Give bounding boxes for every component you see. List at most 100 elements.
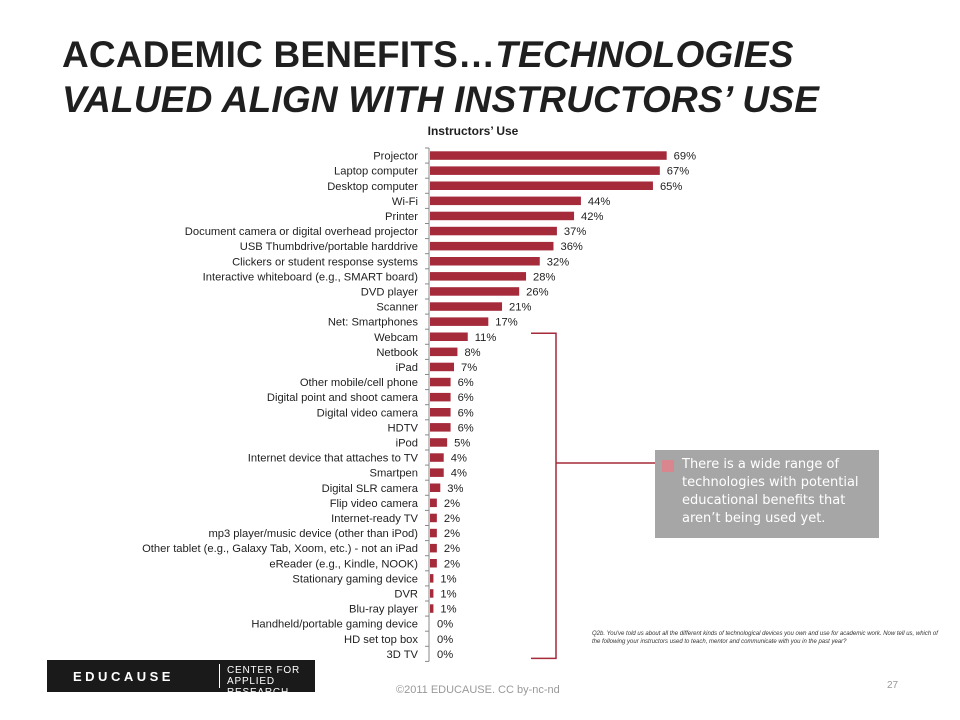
- category-label: 3D TV: [386, 649, 418, 661]
- category-label: Wi-Fi: [392, 196, 418, 208]
- value-label: 21%: [509, 302, 531, 314]
- bar: [430, 453, 444, 462]
- value-label: 2%: [444, 528, 460, 540]
- bar: [430, 196, 581, 206]
- value-label: 2%: [444, 498, 460, 510]
- bar: [430, 257, 540, 266]
- category-label: mp3 player/music device (other than iPod…: [208, 528, 418, 540]
- value-label: 69%: [674, 151, 696, 163]
- category-label: iPod: [396, 437, 418, 449]
- value-label: 8%: [464, 347, 480, 359]
- value-label: 0%: [437, 649, 453, 661]
- bar: [430, 287, 520, 296]
- bar: [430, 513, 437, 523]
- value-label: 26%: [526, 286, 548, 298]
- chart-title: Instructors’ Use: [428, 124, 519, 138]
- value-label: 4%: [451, 468, 467, 480]
- category-label: Net: Smartphones: [328, 317, 419, 329]
- category-label: iPad: [396, 362, 418, 374]
- bar: [430, 408, 451, 417]
- bar: [430, 543, 437, 553]
- value-label: 6%: [458, 407, 474, 419]
- value-label: 0%: [437, 619, 453, 631]
- category-label: Laptop computer: [334, 166, 418, 178]
- value-label: 32%: [547, 256, 569, 268]
- value-label: 65%: [660, 181, 682, 193]
- category-label: Projector: [373, 151, 418, 163]
- value-label: 1%: [440, 604, 456, 616]
- category-label: Internet device that attaches to TV: [248, 453, 419, 465]
- educause-logo: EDUCAUSE CENTER FOR APPLIED RESEARCH: [47, 660, 315, 698]
- value-label: 6%: [458, 422, 474, 434]
- category-label: Smartpen: [369, 468, 418, 480]
- bar: [430, 589, 434, 598]
- value-label: 1%: [440, 573, 456, 585]
- category-label: DVR: [394, 588, 418, 600]
- logo-subtitle-line2: APPLIED RESEARCH: [227, 676, 289, 698]
- bar: [430, 166, 660, 175]
- callout-text: There is a wide range of technologies wi…: [682, 457, 859, 526]
- bar: [430, 483, 441, 492]
- bar: [430, 423, 451, 432]
- value-label: 0%: [437, 634, 453, 646]
- bar: [430, 272, 527, 281]
- category-label: Internet-ready TV: [331, 513, 418, 525]
- category-label: Desktop computer: [327, 181, 418, 193]
- bar: [430, 468, 444, 477]
- bar: [430, 181, 653, 190]
- category-label: Digital video camera: [317, 407, 419, 419]
- category-label: Handheld/portable gaming device: [251, 619, 418, 631]
- value-label: 6%: [458, 392, 474, 404]
- category-label: DVD player: [361, 286, 418, 298]
- title-line1-italic: TECHNOLOGIES: [495, 34, 794, 75]
- logo-subtitle: CENTER FOR APPLIED RESEARCH: [227, 665, 315, 698]
- logo-divider: [219, 664, 220, 688]
- bracket: [531, 332, 557, 660]
- bar: [430, 377, 451, 387]
- category-label: Digital point and shoot camera: [267, 392, 419, 404]
- category-label: Blu-ray player: [349, 604, 418, 616]
- bar: [430, 151, 667, 160]
- logo-wordmark: EDUCAUSE: [73, 669, 174, 684]
- category-label: Digital SLR camera: [322, 483, 419, 495]
- category-label: Netbook: [376, 347, 418, 359]
- bar: [430, 574, 434, 583]
- value-label: 4%: [451, 453, 467, 465]
- value-label: 36%: [560, 241, 582, 253]
- value-label: 67%: [667, 166, 689, 178]
- category-label: Interactive whiteboard (e.g., SMART boar…: [203, 271, 419, 283]
- category-label: Clickers or student response systems: [232, 256, 418, 268]
- category-label: Flip video camera: [330, 498, 419, 510]
- bar: [430, 226, 557, 236]
- callout-marker: [662, 460, 674, 472]
- value-label: 28%: [533, 271, 555, 283]
- bar: [430, 241, 554, 251]
- page-number: 27: [887, 680, 899, 691]
- copyright: ©2011 EDUCAUSE. CC by-nc-nd: [396, 684, 560, 696]
- title-line1-prefix: ACADEMIC BENEFITS…: [62, 34, 496, 75]
- callout-box: There is a wide range of technologies wi…: [655, 450, 879, 538]
- bar: [430, 528, 437, 538]
- category-label: Other tablet (e.g., Galaxy Tab, Xoom, et…: [142, 543, 418, 555]
- title-line2: VALUED ALIGN WITH INSTRUCTORS’ USE: [62, 79, 820, 120]
- category-label: Document camera or digital overhead proj…: [185, 226, 418, 238]
- value-label: 1%: [440, 588, 456, 600]
- value-label: 2%: [444, 513, 460, 525]
- bar: [430, 317, 489, 326]
- bar: [430, 498, 437, 508]
- bar: [430, 332, 468, 341]
- category-label: Webcam: [374, 332, 418, 344]
- bar: [430, 302, 503, 311]
- value-label: 42%: [581, 211, 603, 223]
- bar: [430, 392, 451, 402]
- category-label: Printer: [385, 211, 418, 223]
- bar: [430, 347, 458, 357]
- value-label: 7%: [461, 362, 477, 374]
- survey-question-footnote: Q2b. You've told us about all the differ…: [592, 631, 938, 645]
- category-label: Scanner: [376, 302, 418, 314]
- value-label: 11%: [475, 332, 497, 344]
- value-label: 44%: [588, 196, 610, 208]
- category-label: eReader (e.g., Kindle, NOOK): [269, 558, 418, 570]
- value-label: 2%: [444, 558, 460, 570]
